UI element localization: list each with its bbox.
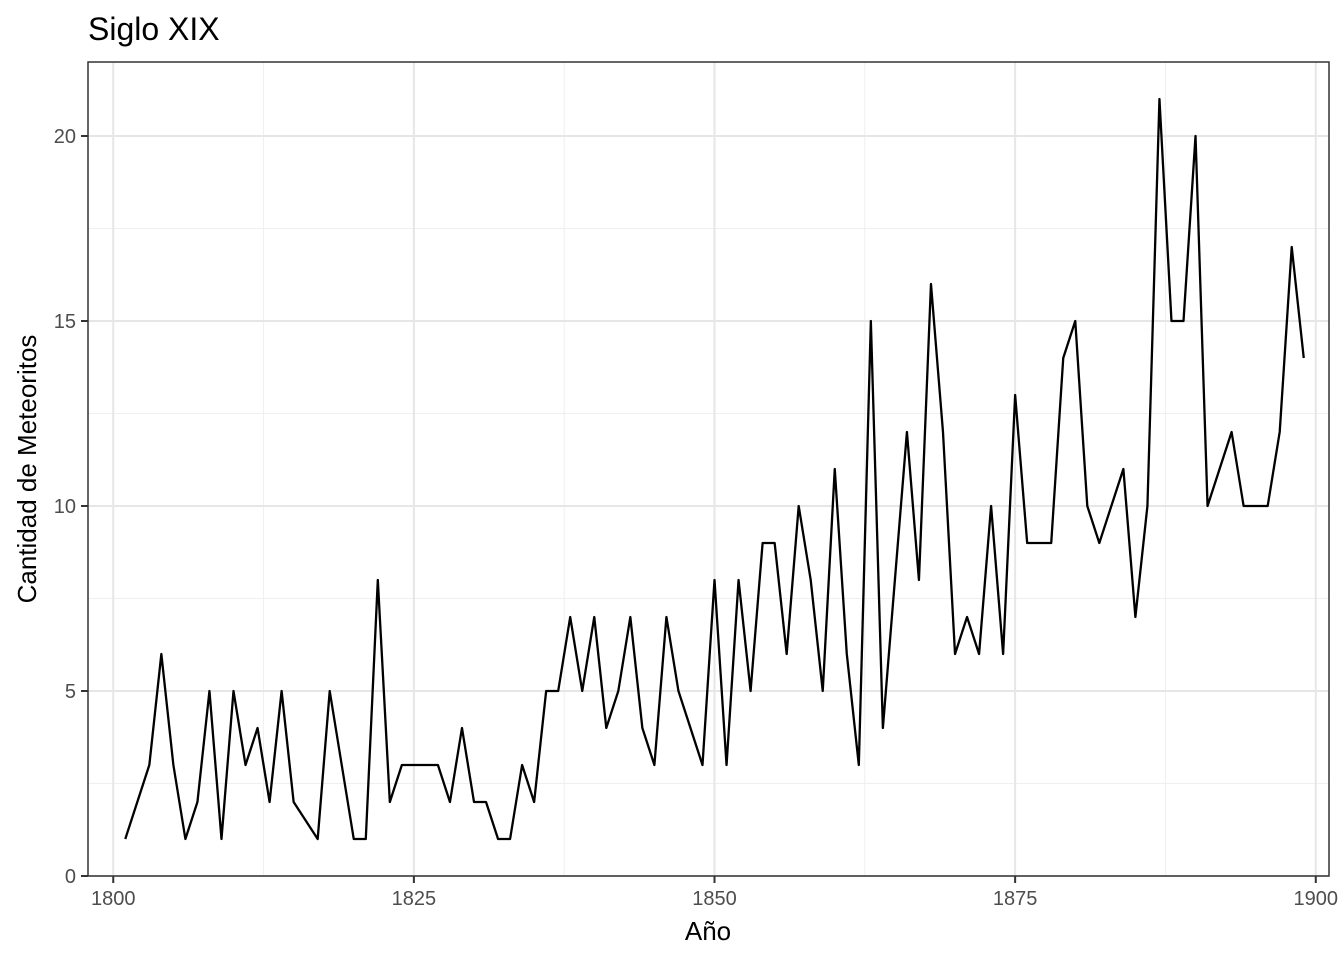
x-tick-label: 1875 (993, 888, 1038, 910)
y-tick-label: 0 (65, 866, 76, 888)
x-tick-label: 1800 (91, 888, 136, 910)
chart-title: Siglo XIX (88, 11, 220, 47)
x-tick-label: 1900 (1294, 888, 1339, 910)
y-axis-title: Cantidad de Meteoritos (12, 335, 42, 604)
y-tick-label: 10 (54, 496, 76, 518)
tick-labels: 1800 1825 1850 1875 1900 0 5 10 15 20 (54, 126, 1338, 910)
y-tick-label: 15 (54, 311, 76, 333)
series-line (124, 97, 1305, 841)
x-tick-label: 1825 (392, 888, 437, 910)
panel-border (87, 61, 1330, 877)
x-axis-title: Año (685, 916, 731, 946)
axis-ticks (81, 135, 1317, 883)
series-layer (124, 97, 1305, 841)
y-tick-label: 5 (65, 681, 76, 703)
y-tick-label: 20 (54, 126, 76, 148)
x-tick-label: 1850 (692, 888, 737, 910)
